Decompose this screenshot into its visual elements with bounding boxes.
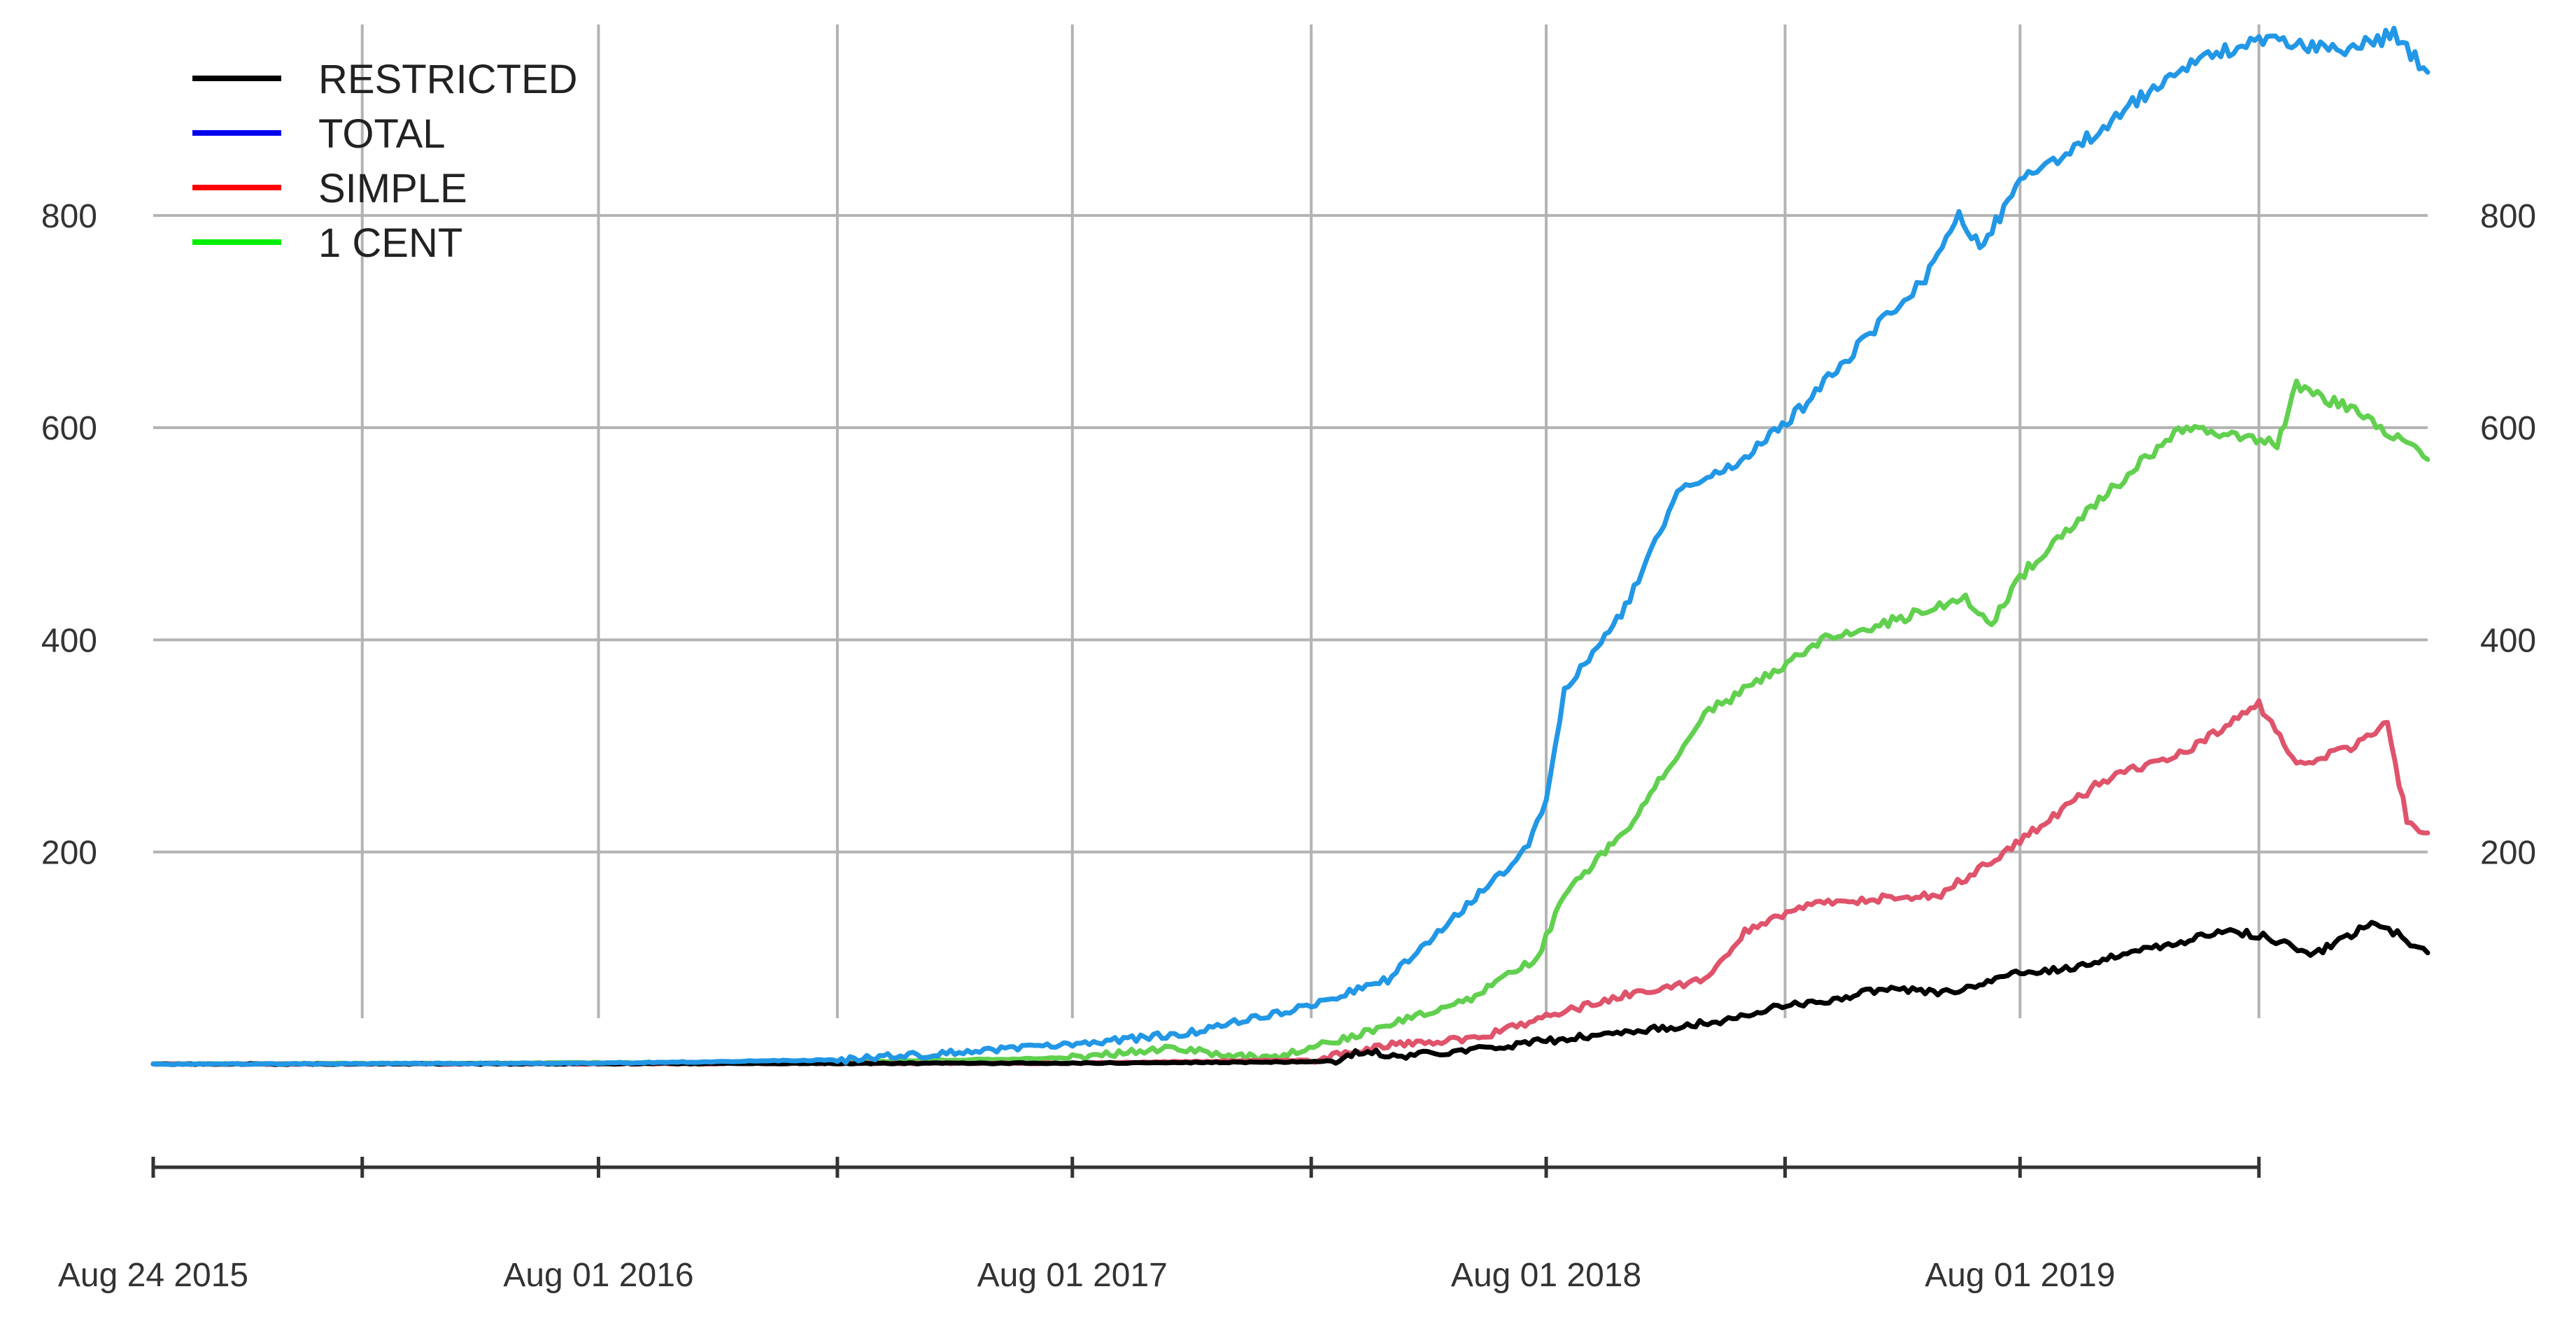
y-axis-right-labels: 200 400 600 800 bbox=[2480, 198, 2536, 872]
y-tick-label-left-400: 400 bbox=[41, 622, 97, 659]
x-axis-labels: Aug 24 2015 Aug 01 2016 Aug 01 2017 Aug 01 … bbox=[58, 1257, 2116, 1294]
legend-label-total: TOTAL bbox=[318, 111, 446, 157]
horizontal-grid bbox=[153, 213, 2428, 854]
x-axis-ticks bbox=[151, 1157, 2261, 1178]
x-tick-label-aug-01-2017: Aug 01 2017 bbox=[977, 1257, 1168, 1294]
series-line-total bbox=[150, 25, 2430, 1067]
legend-label-restricted: RESTRICTED bbox=[318, 57, 578, 102]
y-tick-label-left-200: 200 bbox=[41, 835, 97, 872]
y-axis-left-labels: 200 400 600 800 bbox=[41, 198, 97, 872]
y-tick-label-right-600: 600 bbox=[2480, 410, 2536, 447]
legend-label-simple: SIMPLE bbox=[318, 166, 467, 211]
x-tick-label-aug-01-2016: Aug 01 2016 bbox=[503, 1257, 693, 1294]
y-tick-label-left-600: 600 bbox=[41, 410, 97, 447]
y-tick-label-right-800: 800 bbox=[2480, 198, 2536, 235]
vertical-grid bbox=[360, 24, 2260, 1018]
legend: RESTRICTED TOTAL SIMPLE 1 CENT bbox=[192, 57, 578, 266]
x-tick-label-aug-24-2015: Aug 24 2015 bbox=[58, 1257, 248, 1294]
legend-label-1-cent: 1 CENT bbox=[318, 220, 462, 266]
y-tick-label-right-200: 200 bbox=[2480, 835, 2536, 872]
y-tick-label-left-800: 800 bbox=[41, 198, 97, 235]
x-tick-label-aug-01-2018: Aug 01 2018 bbox=[1451, 1257, 1641, 1294]
y-tick-label-right-400: 400 bbox=[2480, 622, 2536, 659]
series-lines bbox=[150, 25, 2430, 1067]
x-tick-label-aug-01-2019: Aug 01 2019 bbox=[1925, 1257, 2115, 1294]
